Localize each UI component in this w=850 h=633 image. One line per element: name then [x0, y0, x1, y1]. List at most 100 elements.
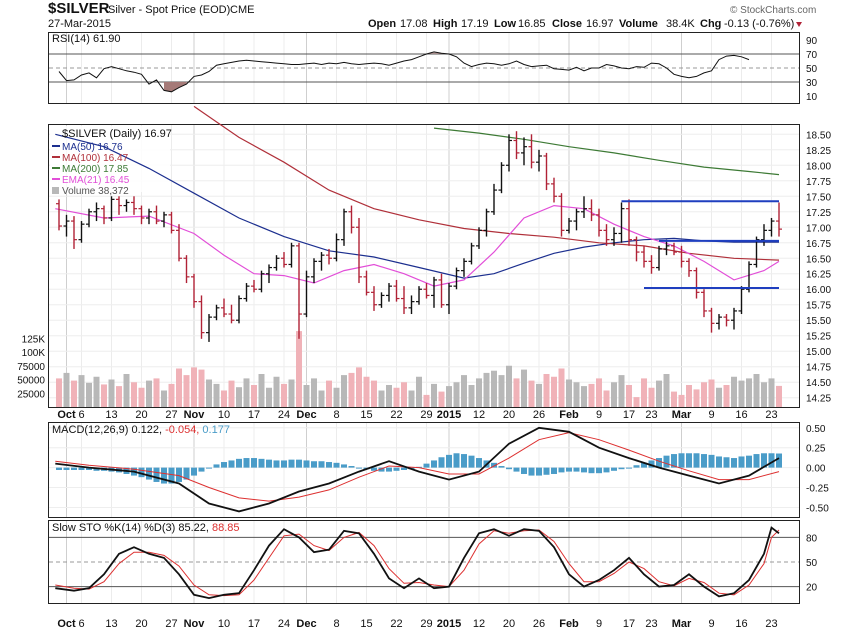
volume-bar	[281, 383, 287, 407]
volume-bar	[573, 382, 580, 407]
macd-histogram-bar	[753, 454, 760, 468]
x-tick-label: Feb	[559, 409, 579, 421]
rsi-y-tick: 50	[806, 64, 818, 75]
x-tick-label-bottom: Feb	[559, 618, 579, 630]
volume-bar	[183, 375, 190, 407]
volume-y-tick: 50000	[17, 376, 45, 387]
volume-bar	[191, 367, 197, 407]
x-tick-label: 10	[218, 409, 230, 421]
price-y-tick: 15.50	[806, 316, 831, 327]
macd-histogram-bar	[738, 456, 745, 468]
macd-histogram-bar	[588, 467, 595, 474]
volume-bar	[378, 390, 385, 407]
price-y-tick: 15.75	[806, 301, 831, 312]
x-tick-label-bottom: 29	[420, 618, 432, 630]
x-tick-label: 9	[596, 409, 602, 421]
volume-bar	[131, 382, 137, 407]
volume-bar	[581, 386, 587, 407]
x-tick-label: Mar	[672, 409, 692, 421]
volume-bar	[648, 387, 655, 407]
x-tick-label-bottom: Mar	[672, 618, 692, 630]
macd-histogram-bar	[446, 454, 452, 468]
volume-bar	[386, 385, 392, 407]
macd-histogram-bar	[626, 467, 632, 469]
macd-histogram-bar	[468, 455, 475, 468]
x-tick-label: Oct	[57, 409, 76, 421]
price-y-tick: 17.75	[806, 177, 831, 188]
macd-legend-part: MACD(12,26,9)	[52, 424, 128, 436]
rsi-title: RSI(14) 61.90	[52, 33, 120, 45]
macd-histogram-bar	[506, 467, 512, 470]
macd-histogram-bar	[461, 454, 467, 468]
x-tick-label-bottom: 8	[333, 618, 339, 630]
x-tick-label-bottom: Oct	[57, 618, 76, 630]
volume-bar	[476, 378, 482, 407]
macd-histogram-bar	[56, 467, 62, 470]
volume-bar	[408, 390, 415, 407]
macd-histogram-bar	[656, 458, 662, 468]
volume-bar	[273, 376, 280, 407]
macd-histogram-bar	[138, 467, 145, 478]
macd-histogram-bar	[78, 467, 85, 470]
macd-histogram-bar	[498, 466, 505, 468]
price-y-tick: 16.50	[806, 254, 831, 265]
low-label: Low	[494, 18, 516, 30]
volume-bar	[536, 383, 542, 407]
legend-volume: Volume 38,372	[62, 186, 129, 197]
macd-histogram-bar	[221, 462, 227, 468]
macd-histogram-bar	[551, 467, 557, 474]
rsi-line	[58, 51, 750, 93]
volume-bar	[483, 372, 490, 407]
price-y-tick: 14.50	[806, 378, 831, 389]
x-tick-label-bottom: Nov	[184, 618, 206, 630]
rsi-y-tick: 70	[806, 50, 818, 61]
volume-bar	[738, 380, 745, 407]
volume-bar	[138, 387, 145, 407]
volume-bar	[543, 374, 550, 407]
volume-bar	[678, 394, 685, 407]
volume-bar	[626, 385, 632, 407]
chg-value: -0.13 (-0.76%)	[724, 18, 794, 30]
macd-histogram-bar	[716, 456, 722, 468]
rsi-y-tick: 30	[806, 78, 818, 89]
macd-histogram-bar	[183, 467, 190, 480]
volume-value: 38.4K	[666, 18, 695, 30]
x-tick-label-bottom: 17	[623, 618, 635, 630]
macd-histogram-bar	[693, 453, 700, 468]
legend-ma100-line: MA(100) 16.47	[62, 153, 129, 164]
volume-bar	[333, 387, 340, 407]
volume-bar	[108, 379, 115, 407]
x-tick-label: 12	[473, 409, 485, 421]
macd-y-tick: -0.25	[806, 484, 829, 495]
x-tick-label-bottom: 23	[765, 618, 777, 630]
macd-histogram-bar	[393, 467, 400, 471]
volume-bar	[371, 380, 377, 407]
volume-bar	[641, 378, 647, 407]
x-tick-label: 23	[645, 409, 657, 421]
macd-histogram-bar	[708, 454, 715, 468]
x-tick-label-bottom: 26	[533, 618, 545, 630]
x-tick-label-bottom: 23	[645, 618, 657, 630]
volume-bar	[528, 380, 535, 407]
volume-bar	[93, 376, 100, 407]
macd-histogram-bar	[273, 460, 280, 468]
x-tick-label: 17	[248, 409, 260, 421]
price-y-tick: 15.00	[806, 347, 831, 358]
x-tick-label: 8	[333, 409, 339, 421]
macd-legend-part: 0.122,	[128, 424, 162, 436]
macd-histogram-bar	[288, 459, 295, 468]
open-label: Open	[368, 18, 396, 30]
macd-histogram-bar	[648, 460, 655, 468]
low-value: 16.85	[518, 18, 546, 30]
macd-histogram-bar	[566, 467, 572, 472]
volume-bar	[86, 382, 92, 407]
macd-histogram-bar	[476, 458, 482, 468]
volume-bar	[686, 385, 692, 407]
macd-histogram-bar	[573, 467, 580, 472]
macd-histogram-bar	[371, 467, 377, 471]
volume-bar	[633, 397, 640, 407]
symbol-title: $SILVER	[48, 0, 110, 17]
macd-histogram-bar	[213, 464, 220, 468]
volume-y-tick: 25000	[17, 389, 45, 400]
macd-histogram-bar	[521, 467, 527, 474]
